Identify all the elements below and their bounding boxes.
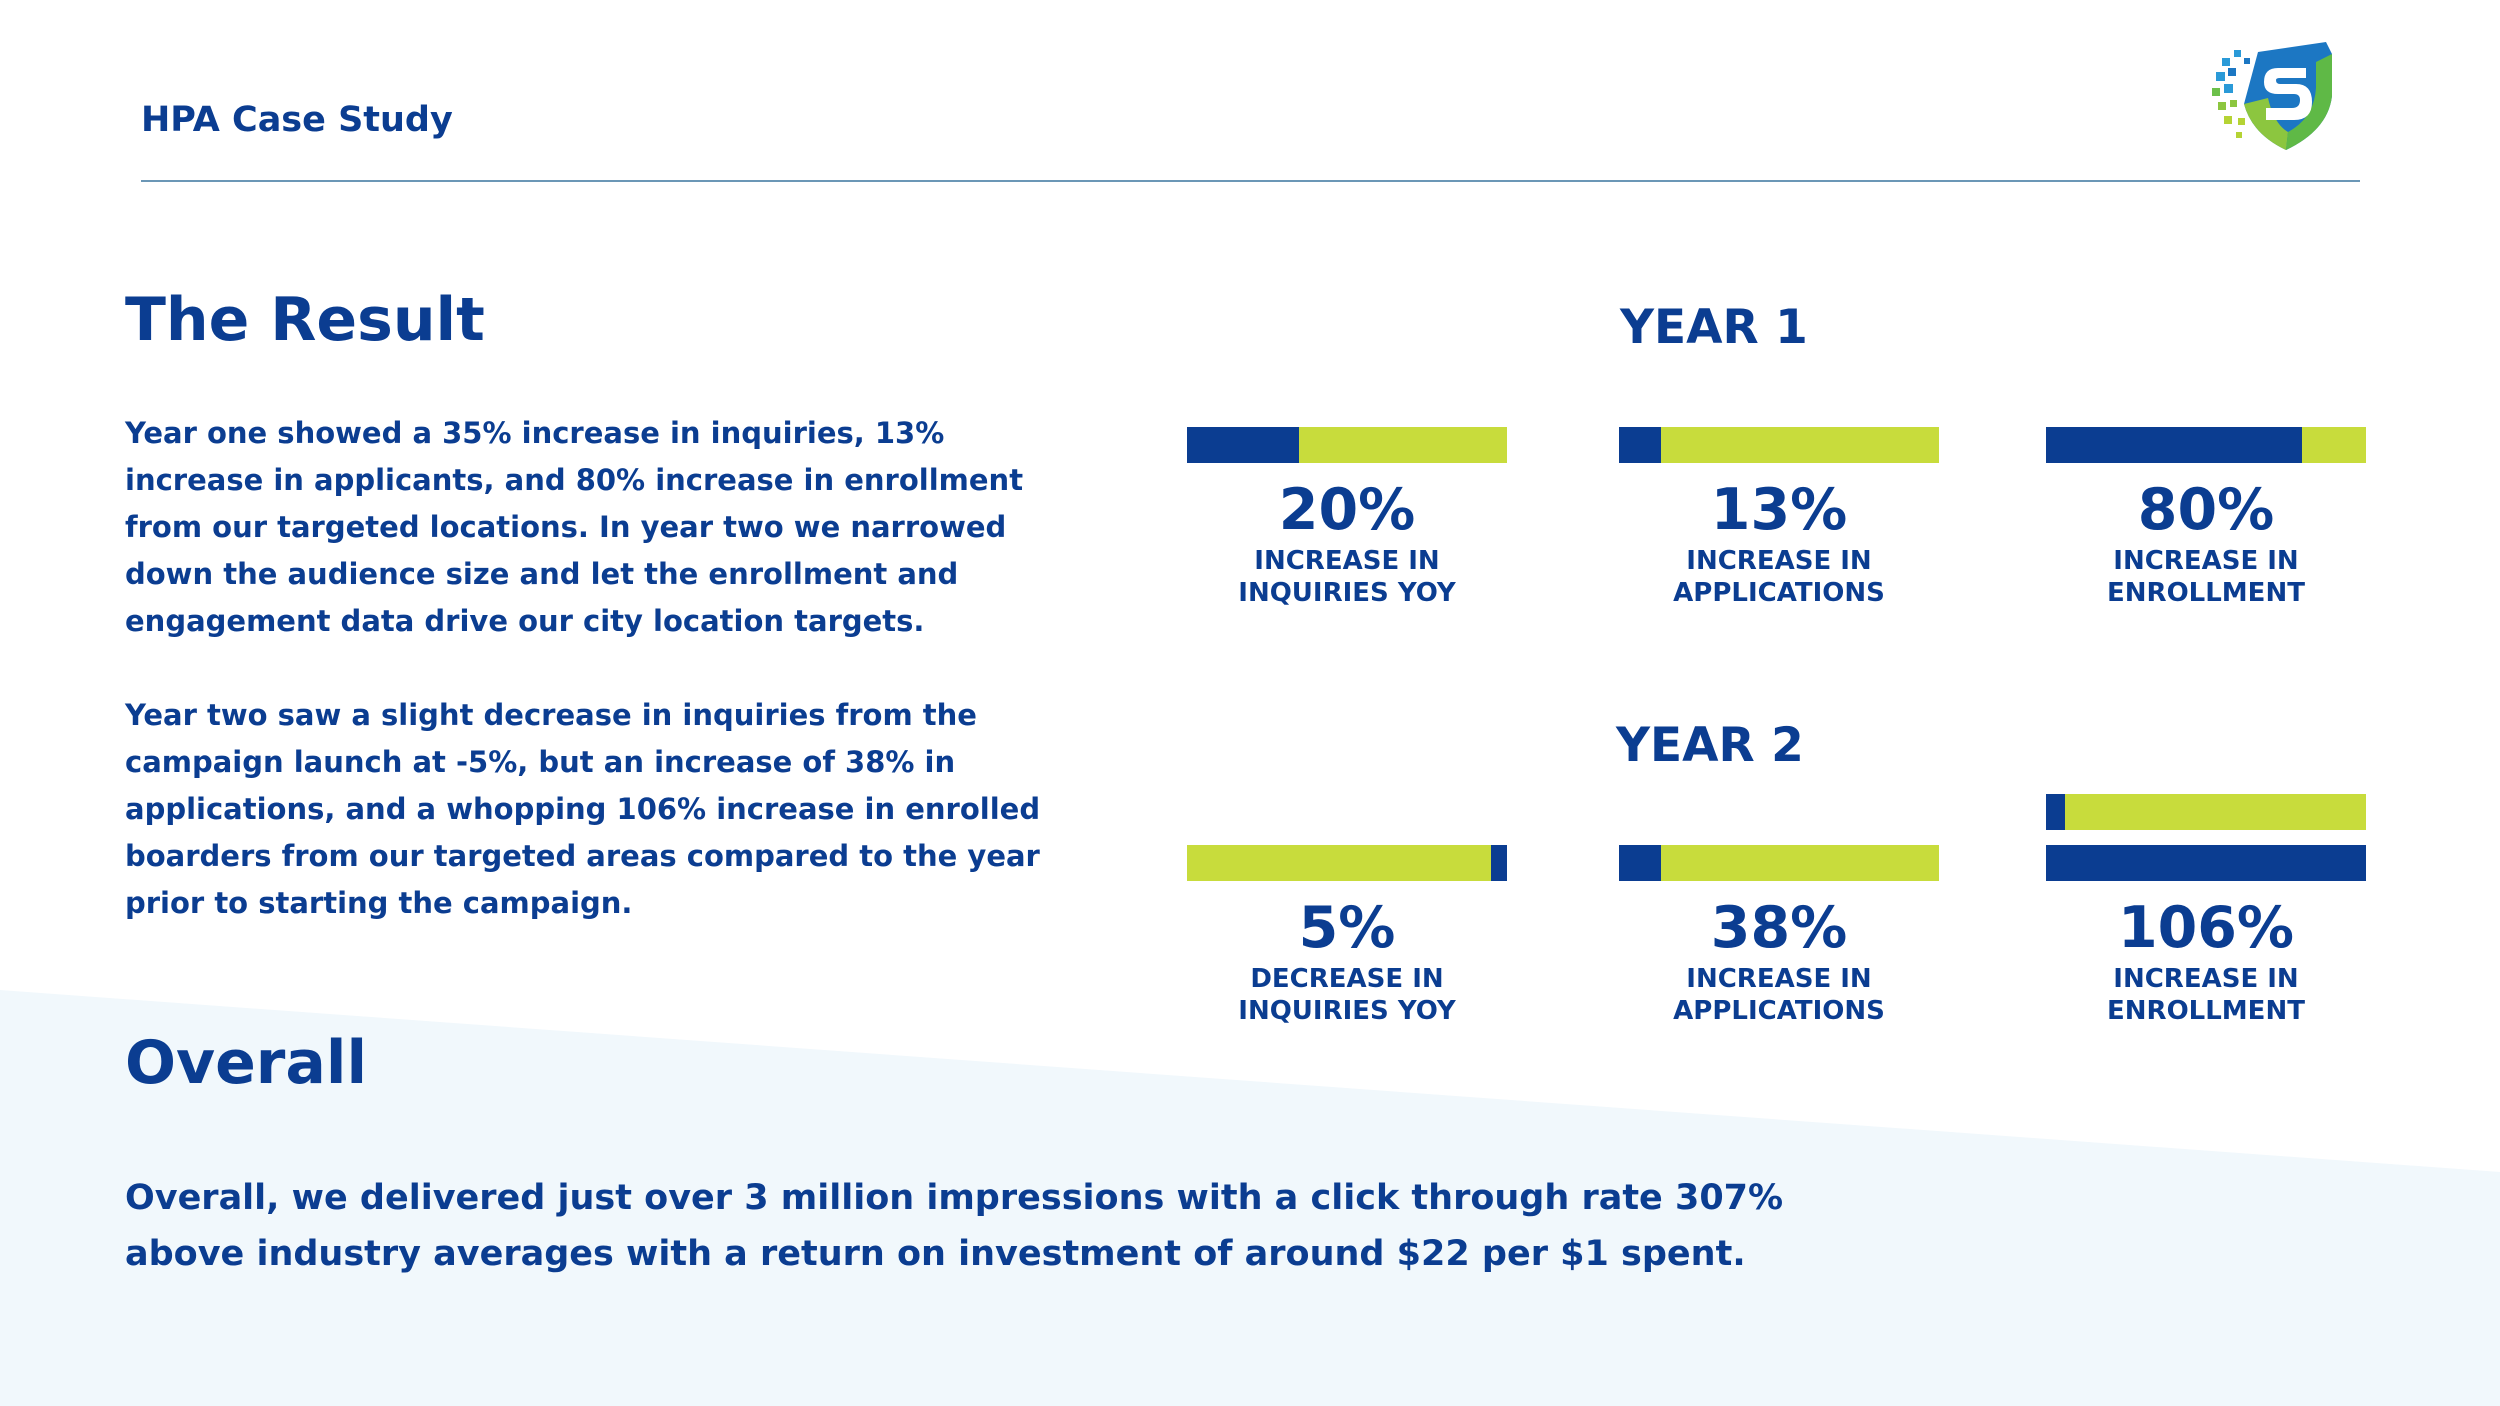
- stat-caption: INCREASE IN INQUIRIES YOY: [1147, 545, 1547, 609]
- year-2-stat-enrollment: 106% INCREASE IN ENROLLMENT: [2046, 794, 2366, 1026]
- stat-bar: [2046, 427, 2366, 463]
- result-title: The Result: [125, 285, 485, 355]
- stat-bar-fill: [2046, 427, 2302, 463]
- stat-bar-fill: [1491, 845, 1507, 881]
- stat-bar: [1619, 845, 1939, 881]
- stat-bar: [2046, 845, 2366, 881]
- shield-s-logo-icon: [2212, 42, 2332, 150]
- stat-bar-fill: [2046, 845, 2366, 881]
- stat-caption: INCREASE IN APPLICATIONS: [1579, 545, 1979, 609]
- stat-caption-line-2: APPLICATIONS: [1673, 578, 1885, 608]
- year-1-label: YEAR 1: [1620, 300, 1808, 355]
- stat-caption: INCREASE IN APPLICATIONS: [1579, 963, 1979, 1027]
- stat-bar-fill: [1619, 845, 1661, 881]
- stat-caption-line-1: INCREASE IN: [1686, 546, 1872, 576]
- result-paragraph-year-one: Year one showed a 35% increase in inquir…: [125, 416, 1024, 638]
- stat-value: 20%: [1278, 477, 1416, 543]
- year-1-stat-applications: 13% INCREASE IN APPLICATIONS: [1619, 427, 1939, 608]
- stat-caption-line-2: APPLICATIONS: [1673, 996, 1885, 1026]
- stat-bar: [1187, 427, 1507, 463]
- stat-caption-line-1: INCREASE IN: [2113, 964, 2299, 994]
- overall-summary: Overall, we delivered just over 3 millio…: [125, 1178, 1784, 1274]
- stat-caption-line-1: INCREASE IN: [2113, 546, 2299, 576]
- result-paragraph-year-two: Year two saw a slight decrease in inquir…: [125, 698, 1041, 920]
- stat-bar-extra-fill: [2046, 794, 2066, 830]
- stat-caption: INCREASE IN ENROLLMENT: [2006, 545, 2406, 609]
- year-1-stat-inquiries: 20% INCREASE IN INQUIRIES YOY: [1187, 427, 1507, 608]
- stat-bar-fill: [1187, 427, 1299, 463]
- stat-caption: INCREASE IN ENROLLMENT: [2006, 963, 2406, 1027]
- stat-value: 38%: [1710, 895, 1848, 961]
- header-divider: [141, 180, 2360, 182]
- year-2-label: YEAR 2: [1616, 718, 1804, 773]
- stat-caption: DECREASE IN INQUIRIES YOY: [1147, 963, 1547, 1027]
- stat-caption-line-2: INQUIRIES YOY: [1238, 578, 1456, 608]
- stat-value: 5%: [1298, 895, 1396, 961]
- year-2-stat-applications: 38% INCREASE IN APPLICATIONS: [1619, 845, 1939, 1026]
- stat-value: 13%: [1710, 477, 1848, 543]
- stat-caption-line-2: ENROLLMENT: [2107, 996, 2305, 1026]
- stat-bar: [1187, 845, 1507, 881]
- stat-caption-line-1: INCREASE IN: [1254, 546, 1440, 576]
- stat-value: 80%: [2137, 477, 2275, 543]
- stat-caption-line-2: INQUIRIES YOY: [1238, 996, 1456, 1026]
- year-1-stat-enrollment: 80% INCREASE IN ENROLLMENT: [2046, 427, 2366, 608]
- stat-bar-extra: [2046, 794, 2366, 830]
- stat-bar-fill: [1619, 427, 1661, 463]
- stat-caption-line-2: ENROLLMENT: [2107, 578, 2305, 608]
- stat-bar: [1619, 427, 1939, 463]
- overall-title: Overall: [125, 1028, 368, 1098]
- header-title: HPA Case Study: [141, 100, 453, 140]
- stat-caption-line-1: INCREASE IN: [1686, 964, 1872, 994]
- stat-value: 106%: [2117, 895, 2295, 961]
- year-2-stat-inquiries: 5% DECREASE IN INQUIRIES YOY: [1187, 845, 1507, 1026]
- stat-caption-line-1: DECREASE IN: [1250, 964, 1444, 994]
